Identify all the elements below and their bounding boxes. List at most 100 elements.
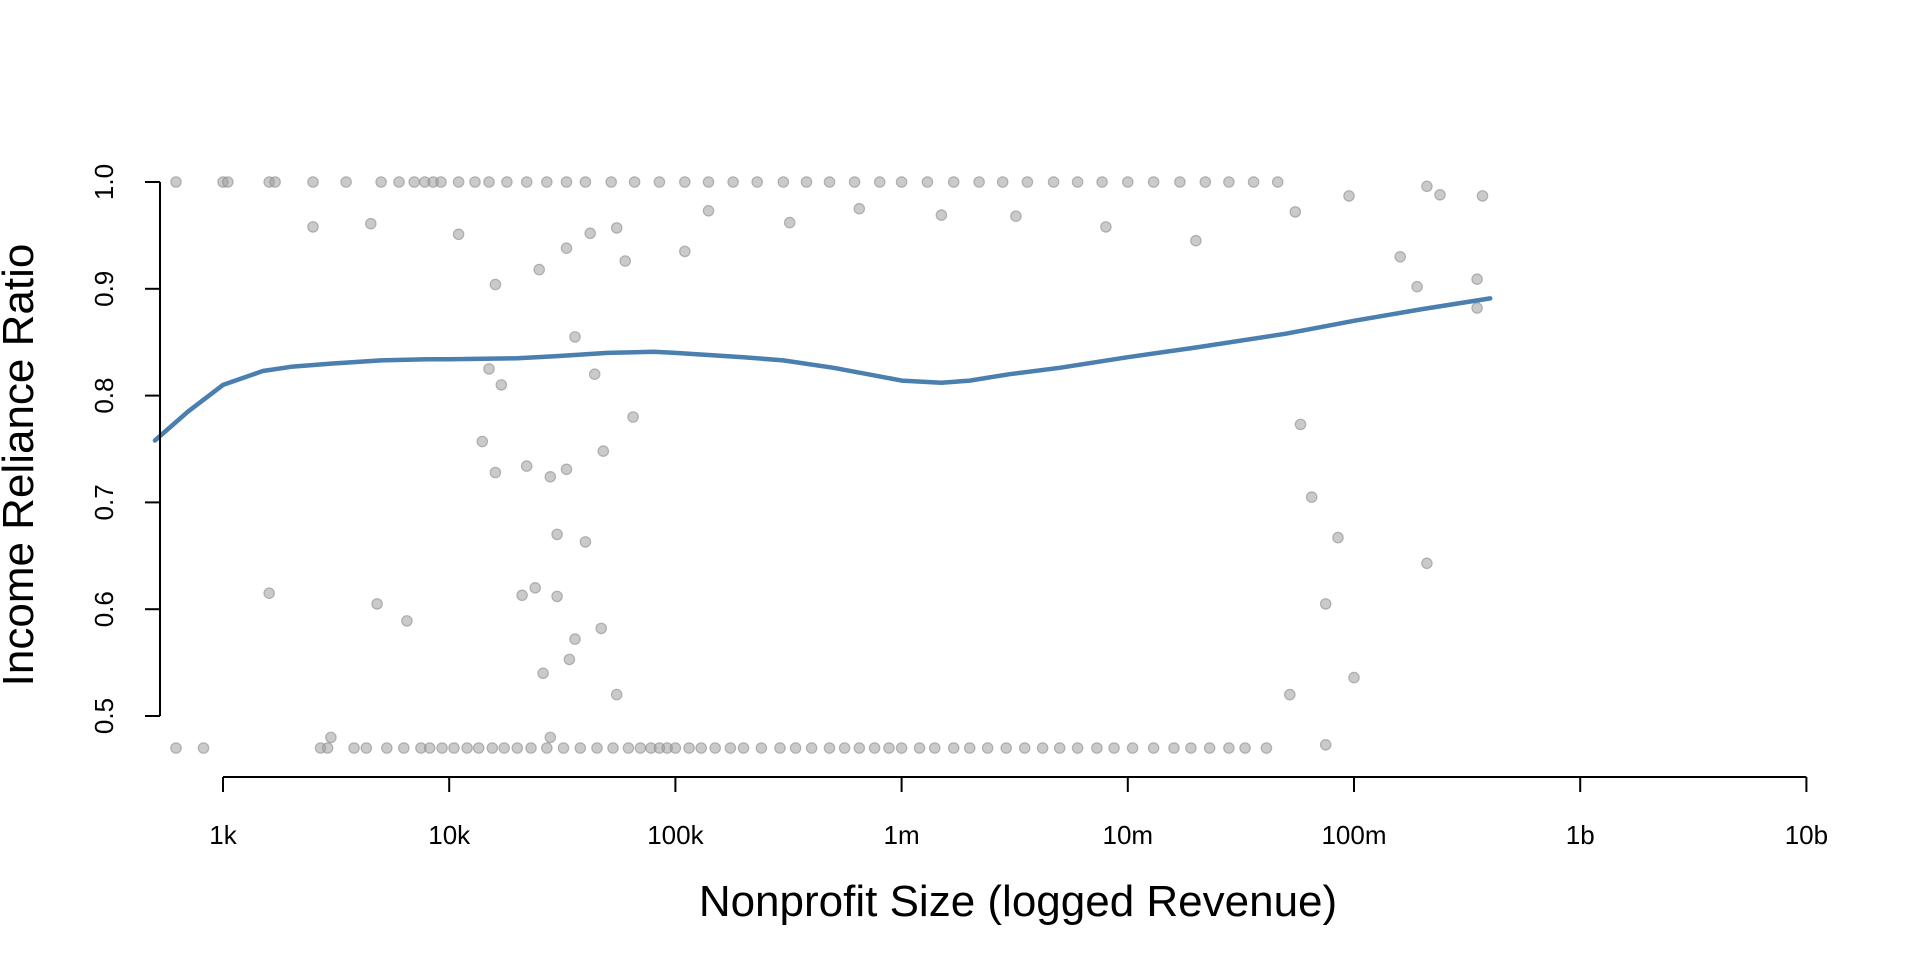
data-point [973,176,985,188]
data-point [511,742,524,754]
data-point [1343,190,1355,202]
x-axis-title: Nonprofit Size (logged Revenue) [699,877,1337,926]
data-point [848,176,861,188]
data-point [1091,742,1103,754]
data-point [1411,280,1423,293]
data-point [452,228,465,241]
data-point [1203,742,1216,754]
data-point [551,528,563,541]
data-point [702,176,715,188]
data-point [1047,176,1060,188]
data-point [1260,742,1273,754]
data-point [1247,176,1260,188]
data-point [1289,206,1302,218]
x-tick-label: 1m [884,820,920,850]
data-point [1168,742,1180,754]
data-point [1421,557,1433,570]
data-point [823,742,836,754]
data-point [597,445,610,457]
y-tick-label: 0.5 [89,698,119,734]
data-point [569,331,581,343]
data-point [709,742,721,754]
data-point [695,742,707,754]
data-point [340,176,352,188]
data-point [170,742,182,754]
data-point [360,742,373,754]
data-point [498,742,510,754]
data-point [838,742,851,754]
data-point [435,176,447,188]
data-point [584,227,596,240]
data-point [483,176,495,188]
data-point [1122,176,1134,188]
data-point [1199,176,1212,188]
data-point [348,742,360,754]
y-tick-label: 0.9 [89,271,119,307]
data-point [913,742,926,754]
x-tick-label: 100m [1321,820,1386,850]
data-point [853,742,866,754]
data-point [789,742,802,754]
data-point [1394,250,1406,263]
data-point [574,742,587,754]
data-point [868,742,881,754]
data-point [678,245,691,258]
data-point [1348,671,1360,684]
data-point [774,742,786,754]
data-point [1471,302,1483,314]
data-point [1223,176,1235,188]
data-point [520,176,533,188]
data-point [1294,418,1307,431]
data-point [755,742,768,754]
data-point [634,742,647,754]
data-point [1071,742,1084,754]
data-point [448,742,460,754]
data-point [702,205,715,217]
data-point [610,222,623,234]
x-tick-label: 1b [1566,820,1595,850]
data-point [1010,210,1022,222]
data-point [607,742,619,754]
data-point [452,176,465,188]
data-point [1332,531,1344,544]
data-point [1000,742,1012,754]
data-point [1476,190,1489,202]
data-point [560,176,573,188]
smooth-trend-line [152,296,1493,443]
data-point [544,731,557,744]
data-point [408,176,420,188]
data-point [727,176,739,188]
data-point [947,176,960,188]
data-point [544,470,557,483]
data-point [436,742,448,754]
data-point [557,742,570,754]
data-point [1053,742,1066,754]
data-point [653,176,666,188]
data-point [678,176,691,188]
data-point [321,742,334,754]
data-point [921,176,934,188]
data-point [563,653,576,666]
data-point [800,176,813,188]
data-point [540,742,553,754]
data-point [935,209,948,221]
data-point [1036,742,1049,754]
data-point [947,742,960,754]
data-point [501,176,513,188]
y-tick-label: 1.0 [89,164,119,200]
data-point [560,242,573,254]
data-point [516,589,528,602]
data-point [627,411,639,423]
data-point [489,466,502,479]
data-point [569,633,581,645]
x-tick-label: 10k [428,820,471,850]
data-point [783,216,796,229]
data-point [307,221,319,233]
data-point [751,176,763,188]
data-point [307,176,319,188]
data-point [364,217,377,230]
data-point [595,622,607,635]
data-point [393,176,405,188]
data-point [981,742,994,754]
data-point [483,363,495,375]
